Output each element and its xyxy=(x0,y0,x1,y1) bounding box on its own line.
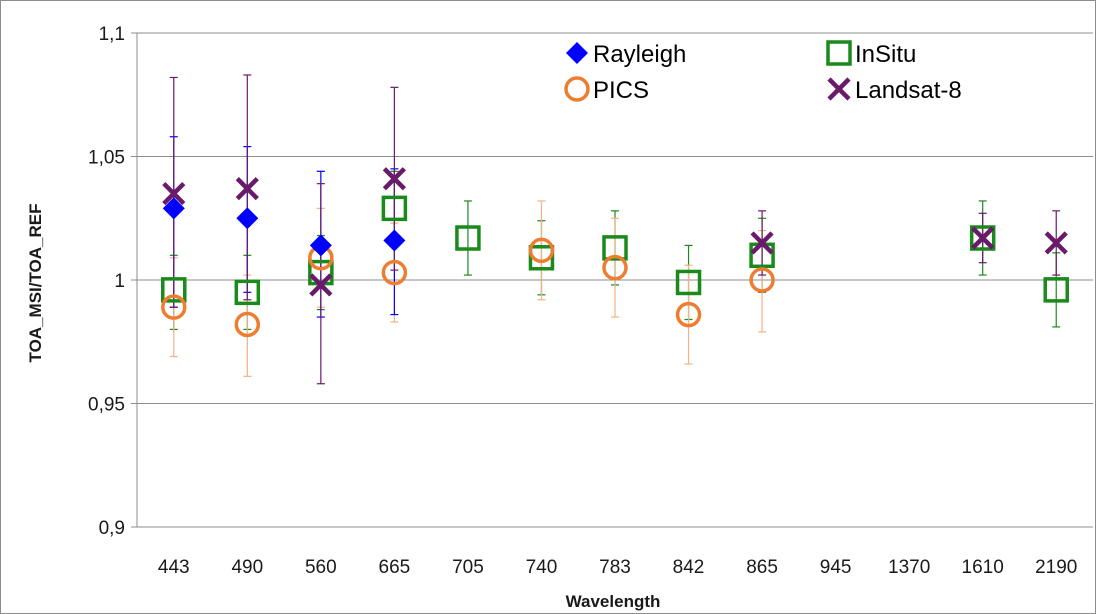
pics-point xyxy=(234,311,261,338)
rayleigh-point xyxy=(383,229,406,252)
pics-point xyxy=(381,259,408,286)
pics-point xyxy=(675,301,702,328)
legend-landsat-8-label: Landsat-8 xyxy=(855,77,962,104)
x-tick-labels: 443 490 560 665 705 740 783 842 865 945 1370 1610 21… xyxy=(158,557,1077,578)
landsat-8-point xyxy=(382,167,406,191)
legend-entry: Rayleigh xyxy=(566,41,686,68)
x-axis-title: Wavelength xyxy=(566,592,661,611)
rayleigh-point xyxy=(162,197,185,220)
y-tick-label: 0,95 xyxy=(88,395,125,416)
x-tick-label: 945 xyxy=(820,557,852,578)
legend-insitu-marker xyxy=(826,40,852,66)
axes xyxy=(131,32,1093,528)
x-tick-label: 865 xyxy=(746,557,778,578)
insitu-point xyxy=(234,279,261,306)
landsat-8-point xyxy=(1044,231,1068,255)
legend-landsat-8-marker xyxy=(827,77,851,101)
legend-insitu-label: InSitu xyxy=(855,41,916,68)
legend-entry: PICS xyxy=(564,76,649,104)
marker-stroke xyxy=(235,177,259,201)
insitu-point xyxy=(1043,277,1069,303)
legend: Rayleigh InSitu PICS Landsat-8 xyxy=(564,40,962,104)
y-tick-labels: 0,9 0,95 1 1,05 1,1 xyxy=(88,24,125,539)
insitu-point xyxy=(675,269,702,296)
landsat-8-point xyxy=(309,273,333,297)
legend-rayleigh-marker xyxy=(566,42,588,64)
insitu-point xyxy=(455,225,481,251)
y-tick-label: 1,05 xyxy=(88,148,125,169)
insitu-point xyxy=(969,225,996,251)
rayleigh-point xyxy=(309,234,332,257)
rayleigh-point xyxy=(236,207,259,230)
x-tick-label: 740 xyxy=(526,557,558,578)
x-tick-label: 1610 xyxy=(962,557,1004,578)
legend-pics-marker xyxy=(564,76,590,102)
insitu-point xyxy=(602,235,628,261)
x-tick-label: 560 xyxy=(305,557,337,578)
x-tick-label: 443 xyxy=(158,557,190,578)
pics-point xyxy=(602,254,628,281)
landsat-8-point xyxy=(162,181,186,206)
landsat-8-point xyxy=(971,226,995,250)
data-points xyxy=(161,167,1069,338)
x-tick-label: 2190 xyxy=(1035,557,1077,578)
marker-stroke xyxy=(382,167,406,191)
pics-point xyxy=(161,294,187,320)
marker-stroke xyxy=(827,77,851,101)
gridlines xyxy=(137,32,1093,404)
insitu-point xyxy=(161,277,187,303)
landsat-8-point xyxy=(235,177,259,201)
y-tick-label: 1,1 xyxy=(99,24,125,45)
marker-stroke xyxy=(750,231,774,255)
x-tick-label: 1370 xyxy=(888,557,930,578)
x-tick-label: 783 xyxy=(599,557,631,578)
legend-rayleigh-label: Rayleigh xyxy=(593,41,686,68)
y-tick-label: 1 xyxy=(114,271,125,292)
pics-point xyxy=(528,237,555,264)
x-tick-label: 842 xyxy=(673,557,705,578)
insitu-point xyxy=(381,195,408,222)
x-tick-label: 665 xyxy=(379,557,411,578)
y-tick-label: 0,9 xyxy=(99,518,125,539)
error-bars xyxy=(169,74,1061,385)
legend-entry: Landsat-8 xyxy=(827,77,962,104)
pics-point xyxy=(749,267,775,293)
landsat-8-point xyxy=(750,231,774,255)
insitu-point xyxy=(528,245,555,271)
marker-stroke xyxy=(1044,231,1068,255)
x-tick-label: 705 xyxy=(452,557,484,578)
legend-entry: InSitu xyxy=(826,40,916,68)
legend-pics-label: PICS xyxy=(593,77,649,104)
marker-stroke xyxy=(309,273,333,297)
y-axis-title: TOA_MSI/TOA_REF xyxy=(26,203,45,362)
marker-stroke xyxy=(971,226,995,250)
x-tick-label: 490 xyxy=(231,557,263,578)
marker-stroke xyxy=(162,181,186,206)
